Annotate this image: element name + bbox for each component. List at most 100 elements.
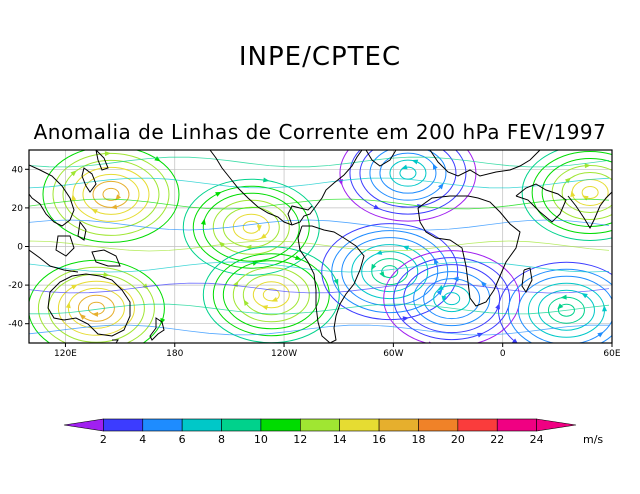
coastline-sumatra-java xyxy=(29,249,79,273)
streamline-ring xyxy=(62,159,160,229)
streamline-arrow xyxy=(373,204,380,210)
coastline-new-guinea xyxy=(91,249,121,267)
colorbar-label: 20 xyxy=(451,433,465,446)
coastline-madagascar xyxy=(521,267,533,293)
streamline-arrow xyxy=(371,263,377,271)
colorbar-label: 10 xyxy=(254,433,268,446)
streamlines xyxy=(29,150,625,354)
coastline-philippines xyxy=(77,220,87,241)
colorbar-swatch xyxy=(181,418,222,432)
colorbar-swatch xyxy=(496,418,537,432)
streamline-ring xyxy=(52,152,170,236)
colorbar-swatch xyxy=(300,418,340,432)
zonal-streamline xyxy=(29,303,610,315)
streamline-ring xyxy=(92,180,130,208)
streamline-arrow xyxy=(333,278,339,286)
coastline-japan xyxy=(81,167,97,193)
streamline-arrow xyxy=(260,233,267,239)
streamline-cyclone-south-indian xyxy=(497,261,612,354)
streamline-arrow xyxy=(375,249,383,255)
streamline-arrow xyxy=(411,159,419,165)
coastline-australia xyxy=(47,273,131,337)
colorbar-label: 16 xyxy=(372,433,386,446)
colorbar-label: 6 xyxy=(179,433,186,446)
streamline-ring xyxy=(497,261,612,343)
streamline-ring xyxy=(82,173,140,215)
streamline-ring xyxy=(192,185,310,269)
colorbar-label: 18 xyxy=(411,433,425,446)
streamline-ring xyxy=(521,150,612,241)
org-title: INPE/CPTEC xyxy=(238,42,402,72)
lat-tick-label: 40 xyxy=(12,165,24,175)
streamline-ring xyxy=(77,294,115,322)
streamline-ring xyxy=(212,253,330,337)
streamline-arrow xyxy=(452,276,459,282)
streamline-arrow xyxy=(584,163,591,169)
streamline-arrow xyxy=(70,170,77,177)
streamline-zonal-flow xyxy=(29,156,610,336)
streamline-ring xyxy=(581,185,599,199)
streamline-arrow xyxy=(432,163,438,170)
streamline-arrow xyxy=(597,331,604,338)
zonal-streamline xyxy=(29,177,610,189)
streamline-arrow xyxy=(560,294,567,300)
lon-tick-label: 120E xyxy=(54,349,77,359)
streamline-arrow xyxy=(263,177,270,183)
colorbar-label: 22 xyxy=(490,433,504,446)
streamline-ring xyxy=(212,199,290,255)
colorbar-swatch xyxy=(339,418,380,432)
streamline-arrow xyxy=(104,151,111,157)
lon-tick-label: 60W xyxy=(383,349,403,359)
colorbar-swatch xyxy=(142,418,183,432)
colorbar-label: 24 xyxy=(530,433,544,446)
lon-tick-label: 180 xyxy=(166,349,183,359)
coastline-new-zealand xyxy=(149,317,165,341)
coastlines xyxy=(29,150,612,343)
coastline-africa xyxy=(417,195,521,307)
streamline-arrow xyxy=(441,295,447,302)
streamline-ring xyxy=(232,267,310,323)
streamline-ring xyxy=(379,152,437,194)
streamline-anticyclone-south-pacific xyxy=(202,246,340,343)
streamline-ring xyxy=(57,280,135,336)
streamline-arrow xyxy=(402,316,409,322)
streamline-ring xyxy=(541,157,612,227)
streamline-ring xyxy=(202,192,300,262)
coastline-kamchatka xyxy=(95,150,109,171)
colorbar-swatch xyxy=(63,418,104,432)
streamline-arrow xyxy=(402,245,410,251)
streamline-arrow xyxy=(436,288,443,296)
streamline-arrow xyxy=(215,191,222,197)
streamline-arrow xyxy=(582,195,589,201)
streamline-arrow xyxy=(619,164,625,169)
streamline-ring xyxy=(232,213,270,241)
colorbar-label: 2 xyxy=(100,433,107,446)
colorbar-unit: m/s xyxy=(583,433,603,446)
colorbar-swatch xyxy=(378,418,419,432)
colorbar-swatch xyxy=(457,418,498,432)
colorbar-label: 14 xyxy=(333,433,347,446)
lon-tick-label: 0 xyxy=(500,349,506,359)
lat-tick-label: -40 xyxy=(8,320,23,330)
streamline-ring xyxy=(383,250,521,343)
streamline-arrow xyxy=(110,204,118,210)
streamline-ring xyxy=(37,266,155,343)
colorbar-swatch xyxy=(418,418,459,432)
streamline-arrow xyxy=(294,255,302,260)
zonal-streamline xyxy=(29,198,610,210)
streamline-arrow xyxy=(562,349,568,354)
lon-tick-label: 60E xyxy=(603,349,620,359)
colorbar-label: 4 xyxy=(139,433,146,446)
coastline-south-america xyxy=(297,225,365,343)
colorbar-swatch xyxy=(260,418,301,432)
streamline-arrow xyxy=(512,338,518,343)
streamline-anticyclone-central-pacific xyxy=(182,177,320,276)
streamline-ring xyxy=(72,166,150,222)
lat-tick-label: 20 xyxy=(12,204,24,214)
streamline-ring xyxy=(222,260,320,330)
coastline-india xyxy=(567,191,612,230)
streamline-arrow xyxy=(103,272,110,278)
zonal-streamline xyxy=(29,282,610,294)
streamline-arrow xyxy=(437,183,444,190)
streamline-ring xyxy=(182,178,320,276)
